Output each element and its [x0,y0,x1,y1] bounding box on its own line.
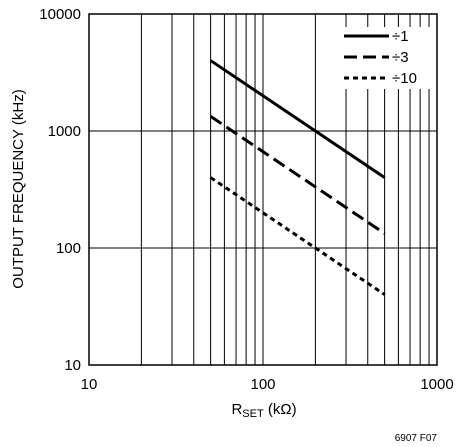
y-tick-label: 1000 [48,123,81,140]
x-axis-title-sub: SET [242,408,264,420]
x-axis-title-main: R [231,401,242,418]
x-axis-title: RSET (kΩ) [231,401,296,420]
figure-code: 6907 F07 [395,433,438,444]
x-tick-label: 1000 [420,376,453,393]
series-line-2 [209,115,386,235]
legend-label-3: ÷10 [392,70,417,87]
series-line-1 [209,59,386,179]
legend: ÷1 ÷3 ÷10 [339,27,431,89]
x-tick-label: 100 [250,376,275,393]
legend-label-2: ÷3 [392,49,409,66]
plot-frame [88,13,438,366]
series-line-3 [209,176,386,296]
legend-label-1: ÷1 [392,28,409,45]
y-tick-label: 100 [56,240,81,257]
y-tick-label: 10 [64,357,81,374]
tick-labels: 10 100 1000 10 100 1000 10000 [39,6,453,393]
series-layer [209,59,386,296]
x-tick-label: 10 [81,376,98,393]
y-axis-title: OUTPUT FREQUENCY (kHz) [10,89,27,288]
x-axis-title-unit: (kΩ) [264,401,297,418]
y-tick-label: 10000 [39,6,81,23]
